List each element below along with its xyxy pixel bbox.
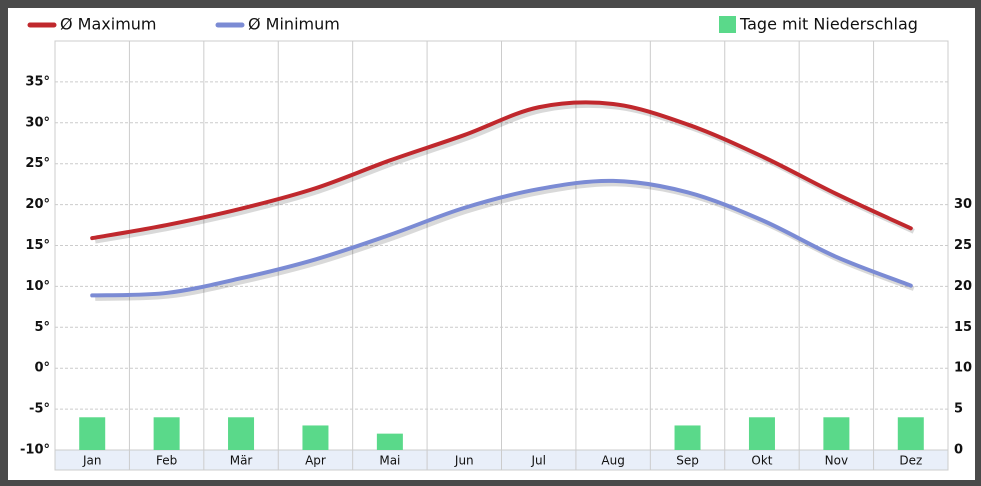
y2-tick-label: 15 — [954, 320, 972, 335]
bar — [228, 417, 255, 450]
y-tick-label: 0° — [34, 361, 50, 376]
y2-tick-label: 25 — [954, 238, 972, 253]
bar — [823, 417, 850, 450]
y2-tick-label: 10 — [954, 361, 972, 376]
x-tick-label: Jul — [530, 454, 545, 468]
line — [90, 178, 913, 298]
y2-tick-label: 0 — [954, 443, 963, 458]
y-tick-label: -10° — [20, 443, 50, 458]
bar — [748, 417, 775, 450]
y-tick-label: 20° — [25, 197, 50, 212]
bar — [79, 417, 106, 450]
y2-tick-label: 20 — [954, 279, 972, 294]
legend-label: Ø Minimum — [248, 15, 340, 34]
y-tick-label: 10° — [25, 279, 50, 294]
bar — [674, 425, 701, 450]
x-tick-label: Mär — [230, 454, 253, 468]
y-tick-label: -5° — [29, 402, 50, 417]
legend-label: Ø Maximum — [60, 15, 157, 34]
x-tick-label: Sep — [676, 454, 699, 468]
legend-label: Tage mit Niederschlag — [739, 15, 918, 34]
bar — [376, 433, 403, 450]
x-tick-label: Feb — [156, 454, 177, 468]
x-tick-label: Mai — [379, 454, 400, 468]
y-tick-label: 25° — [25, 156, 50, 171]
y-tick-label: 30° — [25, 115, 50, 130]
x-tick-label: Dez — [899, 454, 922, 468]
y2-tick-label: 30 — [954, 197, 972, 212]
x-tick-label: Aug — [601, 454, 624, 468]
legend-swatch — [719, 16, 736, 33]
bar — [153, 417, 180, 450]
y-tick-label: 5° — [34, 320, 50, 335]
y2-tick-label: 5 — [954, 402, 963, 417]
x-tick-label: Apr — [305, 454, 326, 468]
x-tick-label: Nov — [825, 454, 848, 468]
y-tick-label: 35° — [25, 74, 50, 89]
x-tick-label: Okt — [751, 454, 772, 468]
bar — [897, 417, 924, 450]
x-tick-label: Jun — [454, 454, 474, 468]
y-tick-label: 15° — [25, 238, 50, 253]
line — [90, 100, 913, 241]
x-tick-label: Jan — [82, 454, 102, 468]
bar — [302, 425, 329, 450]
